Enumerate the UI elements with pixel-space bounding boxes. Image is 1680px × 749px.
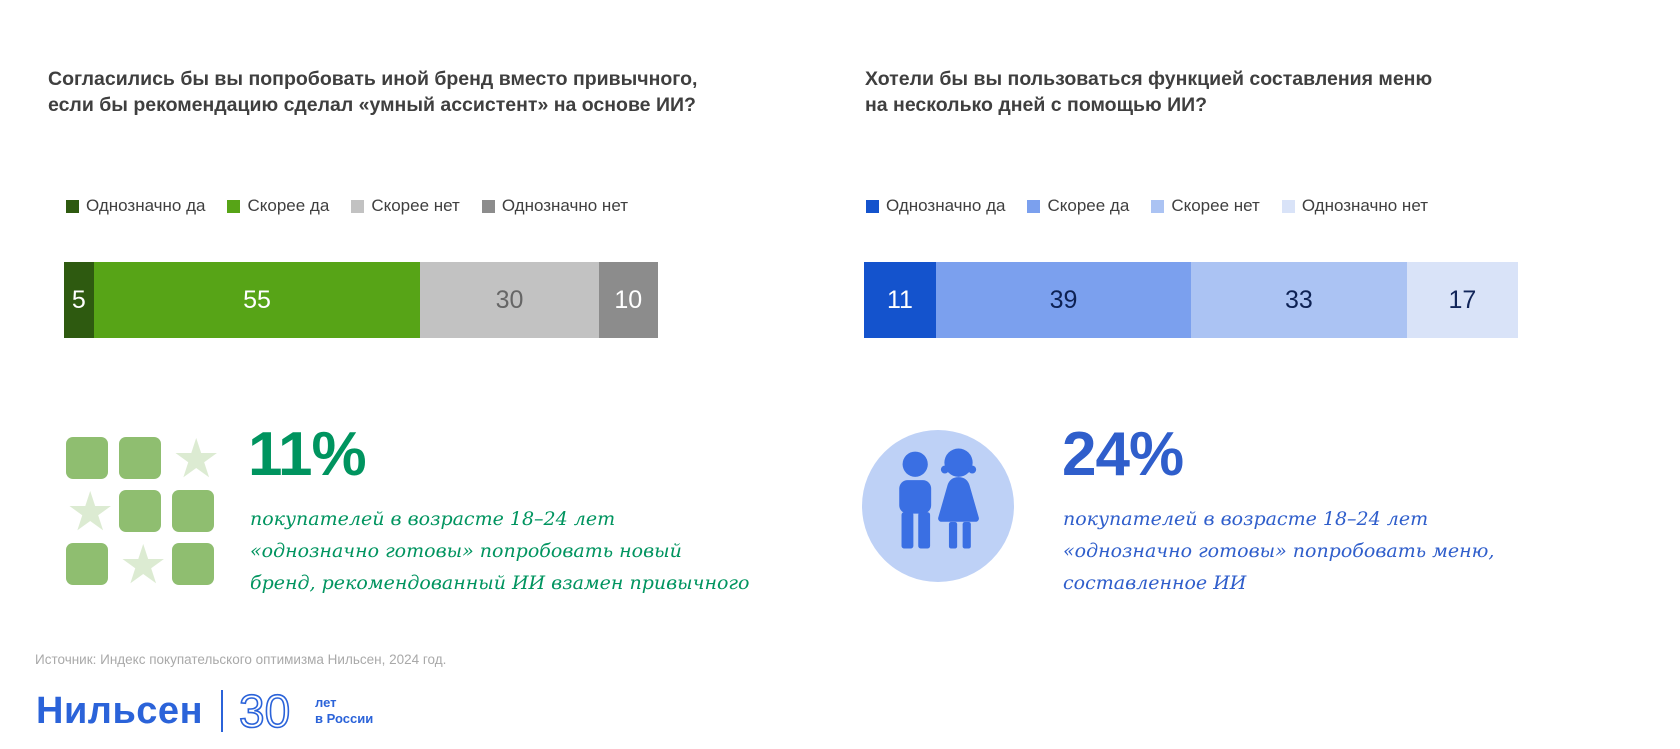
legend-item-2: Скорее нет — [1151, 196, 1260, 216]
couple-icon — [862, 430, 1014, 587]
square-icon — [66, 543, 108, 585]
left-chart-title-line1: Согласились бы вы попробовать иной бренд… — [48, 68, 698, 90]
source-note: Источник: Индекс покупательского оптимиз… — [35, 652, 447, 667]
logo-divider — [221, 690, 224, 732]
logo-30-outline-icon: 30 — [239, 686, 291, 736]
right-chart-title-line1: Хотели бы вы пользоваться функцией соста… — [865, 68, 1433, 90]
bar-segment-2: 30 — [420, 262, 599, 338]
star-icon: ★ — [66, 482, 115, 542]
bar-segment-1: 55 — [93, 262, 421, 338]
squares-and-stars-icon: ★ ★ ★ — [66, 429, 221, 595]
square-icon — [119, 437, 161, 479]
square-icon — [172, 543, 214, 585]
left-chart-title-line2: если бы рекомендацию сделал «умный ассис… — [48, 94, 696, 116]
legend-label: Скорее да — [247, 196, 330, 215]
right-stacked-bar: 11 39 33 17 — [864, 262, 1518, 338]
legend-label: Однозначно да — [886, 196, 1006, 215]
legend-item-3: Однозначно нет — [1281, 196, 1428, 216]
square-icon — [172, 490, 214, 532]
svg-text:30: 30 — [239, 686, 290, 736]
legend-label: Скорее нет — [371, 196, 460, 215]
left-chart-legend: Однозначно да Скорее да Скорее нет Однознач… — [66, 196, 628, 216]
left-stat-description: покупателей в возрасте 18–24 лет «однозн… — [250, 508, 750, 594]
left-stat-value: 11% — [248, 420, 367, 489]
legend-swatch-icon — [481, 199, 495, 213]
right-chart-legend: Однозначно да Скорее да Скорее нет Однознач… — [866, 196, 1428, 216]
legend-swatch-icon — [1151, 199, 1165, 213]
right-stat-description: покупателей в возрасте 18–24 лет «однозн… — [1063, 508, 1495, 594]
legend-label: Однозначно нет — [1301, 196, 1428, 215]
bar-segment-2: 33 — [1191, 262, 1407, 338]
legend-swatch-icon — [866, 199, 879, 213]
legend-swatch-icon — [1281, 199, 1295, 213]
legend-item-1: Скорее да — [1027, 196, 1129, 216]
bar-segment-3: 10 — [598, 262, 659, 338]
legend-swatch-icon — [351, 199, 365, 213]
bar-segment-1: 39 — [935, 262, 1191, 338]
legend-label: Однозначно нет — [501, 196, 628, 215]
left-chart-title: Согласились бы вы попробовать иной бренд… — [48, 66, 728, 118]
right-chart-title: Хотели бы вы пользоваться функцией соста… — [865, 66, 1545, 118]
legend-item-0: Однозначно да — [66, 196, 205, 216]
nielsen-logo: Нильсен 30 лет в России — [36, 686, 373, 736]
left-stacked-bar: 5 55 30 10 — [64, 262, 659, 338]
legend-label: Однозначно да — [86, 196, 206, 215]
legend-item-1: Скорее да — [227, 196, 329, 216]
legend-item-2: Скорее нет — [351, 196, 460, 216]
right-stat-value: 24% — [1062, 420, 1184, 489]
logo-caption-line2: в России — [315, 711, 374, 726]
bar-segment-3: 17 — [1406, 262, 1518, 338]
legend-swatch-icon — [227, 199, 241, 213]
logo-brand-text: Нильсен — [36, 689, 204, 732]
legend-item-3: Однозначно нет — [481, 196, 628, 216]
bar-segment-0: 11 — [864, 262, 936, 338]
star-icon: ★ — [119, 535, 168, 595]
legend-swatch-icon — [1027, 199, 1041, 213]
square-icon — [66, 437, 108, 479]
star-icon: ★ — [172, 429, 221, 489]
right-chart-title-line2: на несколько дней с помощью ИИ? — [865, 94, 1208, 116]
legend-swatch-icon — [66, 199, 79, 213]
legend-label: Скорее да — [1047, 196, 1130, 215]
logo-caption-line1: лет — [315, 695, 337, 710]
logo-caption: лет в России — [315, 695, 373, 727]
bar-segment-0: 5 — [64, 262, 94, 338]
legend-item-0: Однозначно да — [866, 196, 1005, 216]
square-icon — [119, 490, 161, 532]
legend-label: Скорее нет — [1171, 196, 1260, 215]
